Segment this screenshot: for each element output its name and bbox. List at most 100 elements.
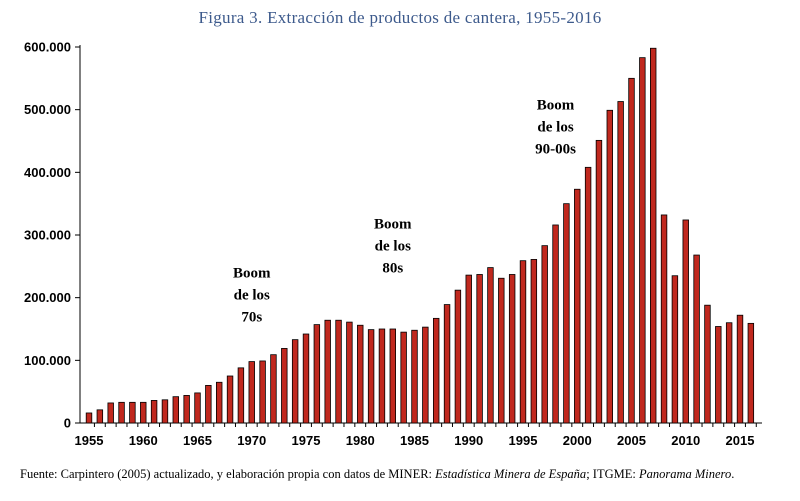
bar-1972 — [270, 354, 277, 424]
bar-2011 — [693, 254, 700, 424]
annotation-1-line-2: de los — [234, 288, 270, 304]
source-middle: ; ITGME: — [586, 467, 639, 481]
bar-2016 — [747, 322, 755, 424]
bar-1961 — [150, 400, 158, 424]
x-tick-label: 2015 — [726, 433, 755, 448]
y-tick-label: 200.000 — [24, 290, 71, 305]
bar-1978 — [335, 319, 342, 424]
annotation-2-line-3: 80s — [382, 261, 403, 277]
bar-1956 — [96, 409, 104, 424]
bar-2010 — [682, 219, 689, 424]
bars — [85, 47, 755, 424]
bar-2015 — [736, 314, 744, 424]
annotation-2-line-1: Boom — [374, 217, 412, 233]
annotations: Boom de los 70s Boom de los 80s Boom de los 90-0… — [233, 98, 576, 326]
bar-2006 — [639, 57, 646, 424]
bar-1999 — [563, 203, 570, 424]
bar-2001 — [584, 166, 592, 424]
y-tick-label: 600.000 — [24, 40, 71, 55]
bar-2002 — [595, 139, 603, 424]
bar-1965 — [194, 392, 201, 424]
y-tick-label: 0 — [64, 416, 71, 431]
bar-2000 — [574, 188, 581, 424]
bar-1982 — [378, 328, 386, 424]
bar-1959 — [129, 401, 136, 424]
bar-1970 — [248, 361, 255, 424]
bar-1973 — [281, 348, 288, 424]
annotation-3-line-2: de los — [537, 120, 573, 136]
x-axis: 1955 1960 1965 1970 1975 1980 1985 1990 1995 2000… — [75, 422, 762, 448]
bar-2012 — [704, 304, 711, 424]
source-italic-2: Panorama Minero — [638, 467, 732, 481]
bar-2009 — [671, 275, 679, 424]
x-tick-label: 1990 — [454, 433, 483, 448]
annotation-1-line-3: 70s — [241, 310, 262, 326]
bar-1997 — [541, 245, 548, 424]
bar-1996 — [530, 259, 538, 424]
x-tick-label: 1995 — [509, 433, 538, 448]
annotation-1-line-1: Boom — [233, 266, 271, 282]
bar-1968 — [226, 375, 234, 424]
bar-1960 — [140, 401, 147, 424]
bar-2013 — [715, 326, 722, 424]
x-tick-label: 1960 — [129, 433, 158, 448]
bar-1991 — [476, 274, 483, 424]
y-axis: 0 100.000 200.000 300.000 400.000 500.000 600.… — [24, 40, 81, 431]
bar-2007 — [650, 47, 657, 424]
y-tick-label: 100.000 — [24, 353, 71, 368]
bar-1977 — [324, 319, 331, 424]
bar-1967 — [215, 381, 223, 424]
bar-1995 — [519, 260, 527, 424]
bar-1962 — [161, 399, 169, 424]
bar-1969 — [237, 367, 245, 424]
bar-1993 — [498, 277, 505, 424]
bar-1989 — [454, 289, 462, 424]
bar-1966 — [205, 384, 212, 424]
bar-2014 — [725, 322, 733, 424]
x-tick-label: 1955 — [75, 433, 104, 448]
bar-2005 — [628, 77, 635, 424]
source-suffix: . — [731, 467, 735, 481]
x-tick-label: 2010 — [671, 433, 700, 448]
bar-chart: 0 100.000 200.000 300.000 400.000 500.000 600.… — [24, 40, 762, 448]
bar-1987 — [432, 317, 440, 424]
bar-1986 — [422, 326, 429, 424]
source-italic-1: Estadística Minera de España — [435, 467, 587, 481]
x-tick-label: 2005 — [617, 433, 646, 448]
bar-2008 — [660, 214, 668, 424]
bar-1971 — [259, 360, 266, 424]
annotation-2-line-2: de los — [375, 239, 411, 255]
bar-1992 — [487, 267, 494, 424]
bar-1958 — [118, 401, 125, 424]
annotation-3-line-1: Boom — [537, 98, 575, 114]
chart-title: Figura 3. Extracción de productos de can… — [198, 8, 602, 27]
bar-2004 — [617, 101, 624, 424]
bar-1974 — [291, 339, 299, 424]
y-tick-label: 400.000 — [24, 165, 71, 180]
source-prefix: Fuente: Carpintero (2005) actualizado, y… — [20, 467, 436, 481]
x-tick-label: 1970 — [237, 433, 266, 448]
bar-1981 — [367, 329, 375, 424]
bar-1980 — [357, 324, 364, 424]
bar-1994 — [508, 274, 516, 424]
x-tick-label: 1980 — [346, 433, 375, 448]
bar-1988 — [443, 304, 451, 424]
bar-1975 — [302, 333, 310, 424]
bar-1979 — [346, 321, 353, 424]
bar-1985 — [411, 329, 418, 424]
bar-1984 — [400, 331, 407, 424]
bar-1964 — [183, 395, 190, 424]
annotation-3-line-3: 90-00s — [535, 142, 576, 158]
bar-1976 — [313, 324, 321, 424]
bar-1955 — [85, 412, 93, 424]
x-tick-label: 2000 — [563, 433, 592, 448]
bar-1963 — [172, 396, 179, 424]
x-tick-label: 1975 — [292, 433, 321, 448]
y-tick-label: 300.000 — [24, 228, 71, 243]
bar-1983 — [389, 328, 396, 424]
bar-1957 — [107, 402, 114, 424]
x-tick-label: 1985 — [400, 433, 429, 448]
bar-2003 — [606, 109, 613, 424]
x-tick-label: 1965 — [183, 433, 212, 448]
bar-1998 — [552, 224, 559, 424]
